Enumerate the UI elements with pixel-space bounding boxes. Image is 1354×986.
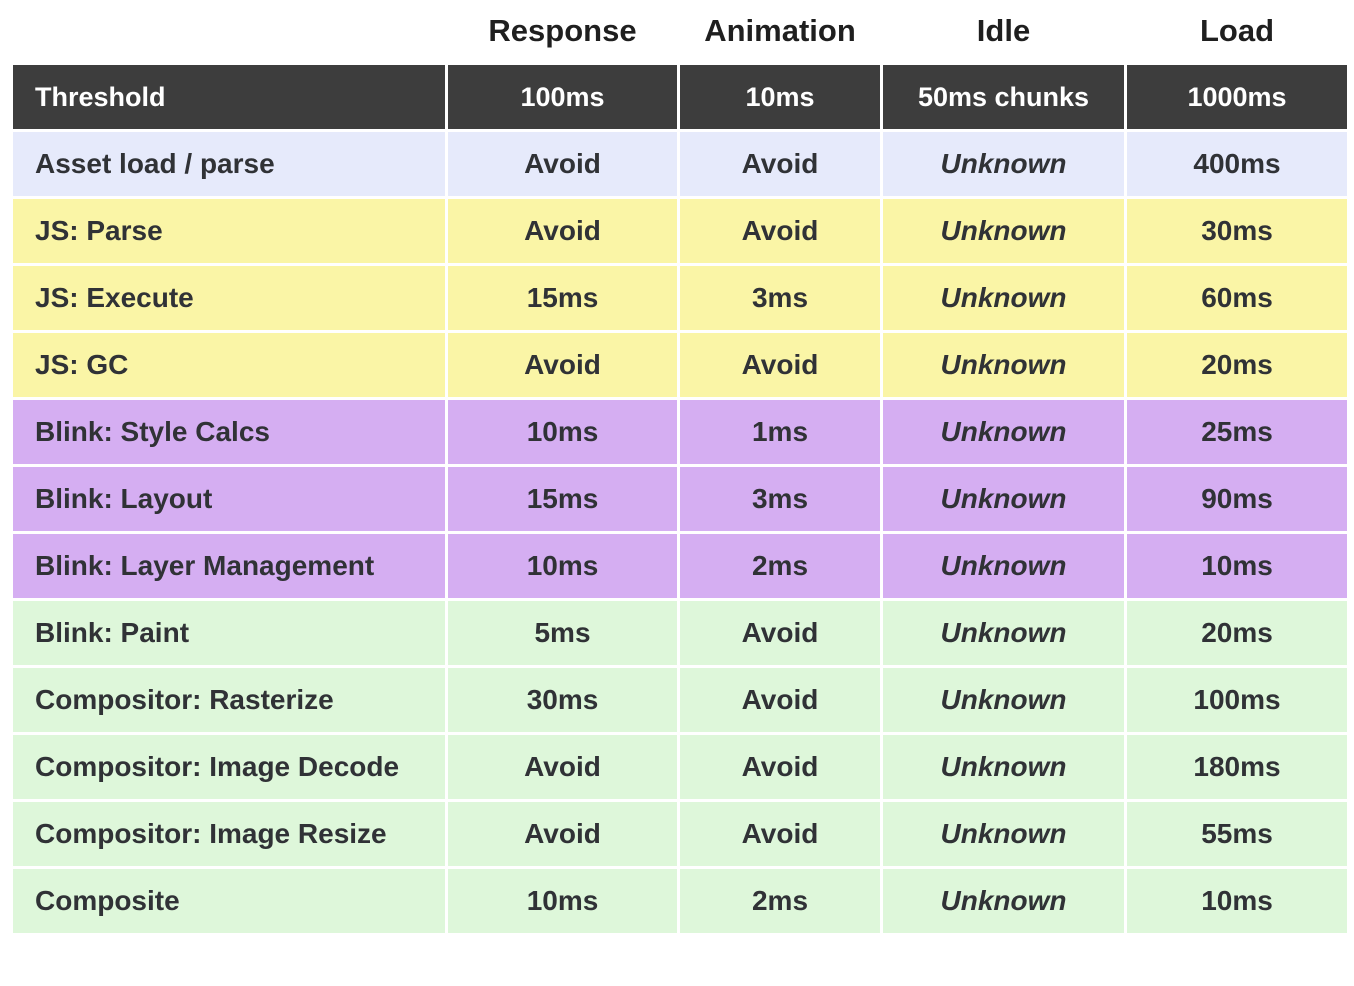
cell-value: Avoid	[677, 129, 883, 199]
cell-value: 20ms	[1124, 598, 1350, 668]
cell-value: 180ms	[1124, 732, 1350, 802]
col-header-animation: Animation	[678, 0, 882, 64]
row-label: Blink: Style Calcs	[10, 397, 448, 467]
cell-value: 400ms	[1124, 129, 1350, 199]
column-header-row: Response Animation Idle Load	[11, 0, 1349, 64]
cell-value: 2ms	[677, 866, 883, 936]
threshold-value: 50ms chunks	[880, 62, 1127, 132]
row-label: Compositor: Rasterize	[10, 665, 448, 735]
cell-value: Avoid	[445, 732, 680, 802]
table-row: Blink: Paint 5ms Avoid Unknown 20ms	[10, 598, 1350, 668]
cell-value: 3ms	[677, 263, 883, 333]
cell-value: Unknown	[880, 799, 1127, 869]
row-label: Blink: Layout	[10, 464, 448, 534]
cell-value: 10ms	[445, 866, 680, 936]
cell-value: 20ms	[1124, 330, 1350, 400]
table-row: Blink: Layer Management 10ms 2ms Unknown…	[10, 531, 1350, 601]
cell-value: 15ms	[445, 464, 680, 534]
col-header-load: Load	[1125, 0, 1349, 64]
cell-value: Avoid	[677, 196, 883, 266]
table-row: Blink: Layout 15ms 3ms Unknown 90ms	[10, 464, 1350, 534]
cell-value: Unknown	[880, 330, 1127, 400]
cell-value: Unknown	[880, 598, 1127, 668]
row-label: Compositor: Image Resize	[10, 799, 448, 869]
table-row: Compositor: Image Resize Avoid Avoid Unk…	[10, 799, 1350, 869]
row-label: JS: Execute	[10, 263, 448, 333]
cell-value: Avoid	[677, 330, 883, 400]
row-label: Blink: Layer Management	[10, 531, 448, 601]
cell-value: 10ms	[1124, 866, 1350, 936]
table-row: Asset load / parse Avoid Avoid Unknown 4…	[10, 129, 1350, 199]
row-label: JS: Parse	[10, 196, 448, 266]
cell-value: 30ms	[445, 665, 680, 735]
threshold-value: 1000ms	[1124, 62, 1350, 132]
cell-value: Avoid	[445, 799, 680, 869]
table-row: JS: Parse Avoid Avoid Unknown 30ms	[10, 196, 1350, 266]
performance-threshold-table: Response Animation Idle Load Threshold 1…	[10, 0, 1350, 936]
threshold-value: 10ms	[677, 62, 883, 132]
cell-value: Unknown	[880, 866, 1127, 936]
cell-value: Unknown	[880, 732, 1127, 802]
row-label: Blink: Paint	[10, 598, 448, 668]
row-label: Composite	[10, 866, 448, 936]
threshold-value: 100ms	[445, 62, 680, 132]
cell-value: Avoid	[445, 330, 680, 400]
threshold-row: Threshold 100ms 10ms 50ms chunks 1000ms	[10, 62, 1350, 132]
cell-value: 1ms	[677, 397, 883, 467]
cell-value: 60ms	[1124, 263, 1350, 333]
table-row: Blink: Style Calcs 10ms 1ms Unknown 25ms	[10, 397, 1350, 467]
cell-value: 15ms	[445, 263, 680, 333]
cell-value: Unknown	[880, 397, 1127, 467]
col-header-response: Response	[446, 0, 679, 64]
cell-value: Unknown	[880, 464, 1127, 534]
table-row: Compositor: Rasterize 30ms Avoid Unknown…	[10, 665, 1350, 735]
cell-value: 25ms	[1124, 397, 1350, 467]
cell-value: Unknown	[880, 263, 1127, 333]
cell-value: 10ms	[445, 397, 680, 467]
row-label: Asset load / parse	[10, 129, 448, 199]
cell-value: 3ms	[677, 464, 883, 534]
table-row: Composite 10ms 2ms Unknown 10ms	[10, 866, 1350, 936]
corner-spacer	[11, 0, 447, 64]
table-row: JS: Execute 15ms 3ms Unknown 60ms	[10, 263, 1350, 333]
cell-value: 10ms	[1124, 531, 1350, 601]
cell-value: 5ms	[445, 598, 680, 668]
cell-value: 100ms	[1124, 665, 1350, 735]
cell-value: 10ms	[445, 531, 680, 601]
cell-value: Unknown	[880, 129, 1127, 199]
row-label: JS: GC	[10, 330, 448, 400]
cell-value: Unknown	[880, 531, 1127, 601]
cell-value: Avoid	[677, 732, 883, 802]
cell-value: 2ms	[677, 531, 883, 601]
table-row: JS: GC Avoid Avoid Unknown 20ms	[10, 330, 1350, 400]
cell-value: 90ms	[1124, 464, 1350, 534]
table-row: Compositor: Image Decode Avoid Avoid Unk…	[10, 732, 1350, 802]
cell-value: Unknown	[880, 665, 1127, 735]
cell-value: Avoid	[445, 129, 680, 199]
row-label: Compositor: Image Decode	[10, 732, 448, 802]
col-header-idle: Idle	[881, 0, 1126, 64]
cell-value: 30ms	[1124, 196, 1350, 266]
cell-value: Avoid	[677, 598, 883, 668]
threshold-label: Threshold	[10, 62, 448, 132]
cell-value: Unknown	[880, 196, 1127, 266]
cell-value: 55ms	[1124, 799, 1350, 869]
cell-value: Avoid	[677, 799, 883, 869]
cell-value: Avoid	[677, 665, 883, 735]
cell-value: Avoid	[445, 196, 680, 266]
